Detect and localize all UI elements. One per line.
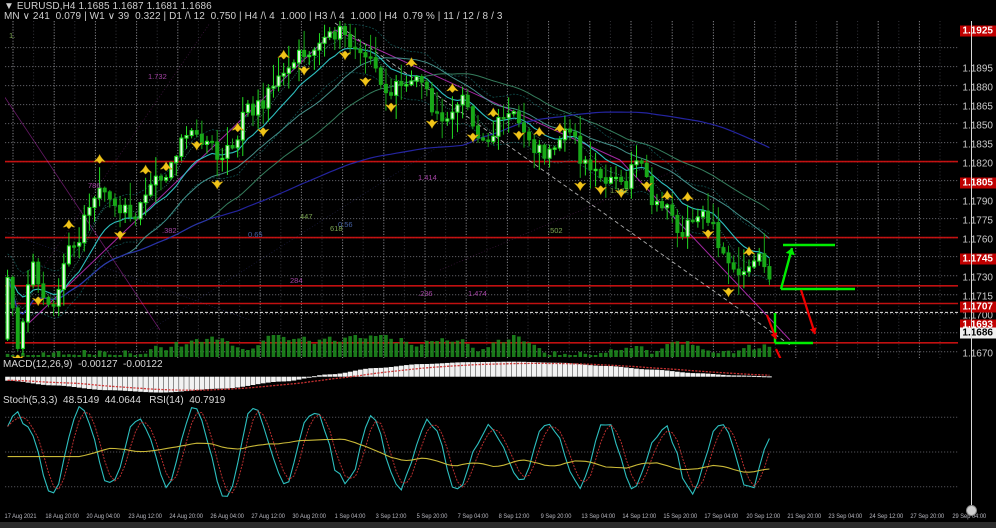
svg-text:1.732: 1.732 — [148, 72, 167, 81]
svg-text:.502: .502 — [548, 226, 563, 235]
svg-text:447: 447 — [300, 212, 313, 221]
svg-text:284: 284 — [290, 276, 303, 285]
svg-text:1.414: 1.414 — [418, 173, 437, 182]
svg-text:786: 786 — [88, 181, 101, 190]
svg-text:1.142: 1.142 — [610, 186, 629, 195]
svg-text:1.: 1. — [9, 31, 15, 40]
svg-text:0.65: 0.65 — [248, 230, 263, 239]
svg-text:1.474: 1.474 — [468, 289, 487, 298]
svg-text:618: 618 — [330, 224, 343, 233]
svg-text:.382: .382 — [162, 226, 177, 235]
svg-text:.236: .236 — [418, 289, 433, 298]
